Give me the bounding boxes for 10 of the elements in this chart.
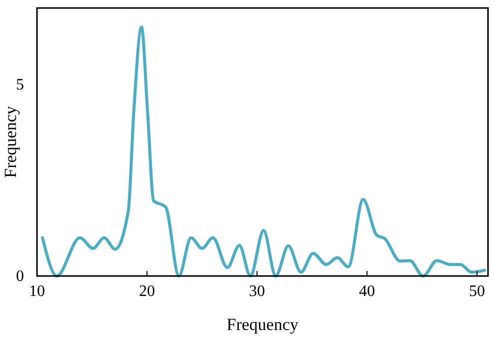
y-axis-title: Frequency xyxy=(1,106,20,178)
y-tick-label: 5 xyxy=(16,76,24,94)
x-tick-label: 40 xyxy=(359,283,375,300)
x-tick-label: 50 xyxy=(469,283,485,300)
y-tick-label: 0 xyxy=(16,268,24,285)
x-tick-label: 10 xyxy=(29,283,45,300)
x-tick-label: 20 xyxy=(139,283,155,300)
line-series xyxy=(41,26,486,278)
x-tick-label: 30 xyxy=(249,283,265,300)
x-axis-title: Frequency xyxy=(226,315,299,334)
